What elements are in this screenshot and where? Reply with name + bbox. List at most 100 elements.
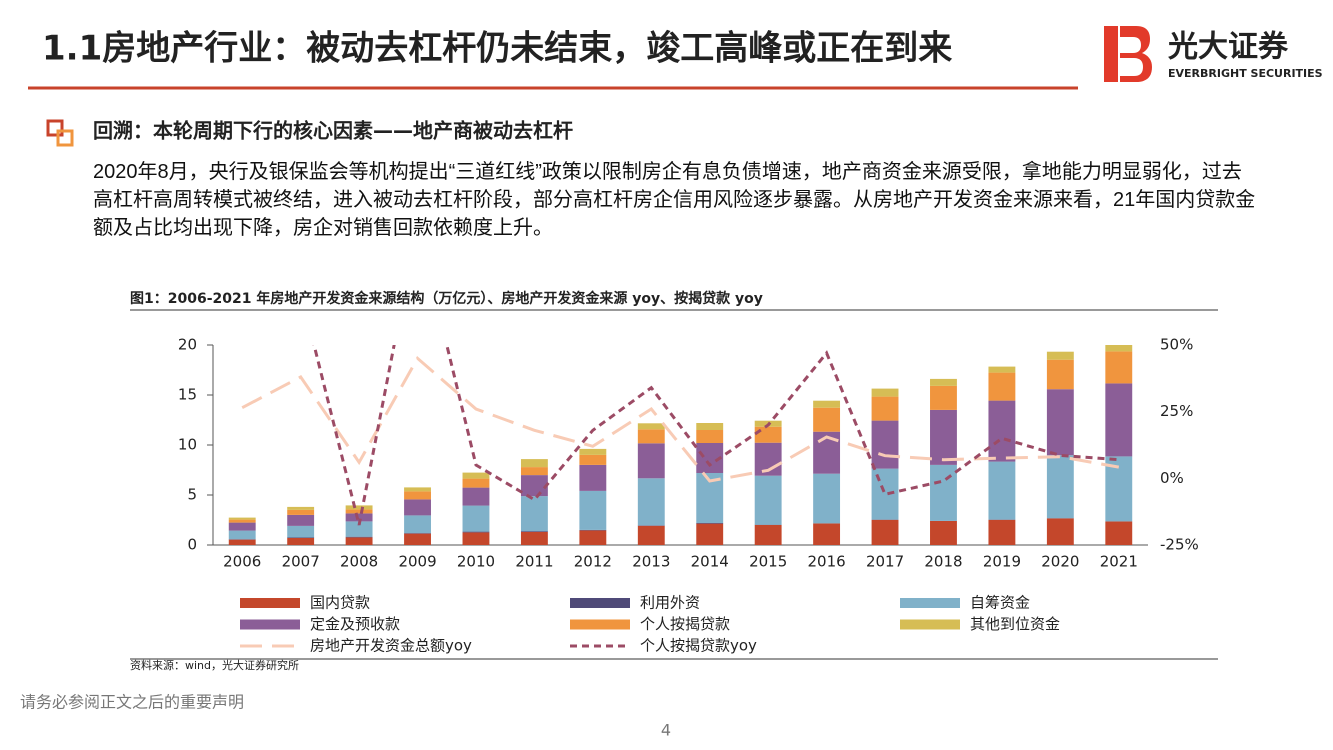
legend-label: 其他到位资金	[970, 615, 1060, 633]
page-number: 4	[661, 721, 671, 740]
slide-title: 1.1房地产行业：被动去杠杆仍未结束，竣工高峰或正在到来	[42, 29, 952, 69]
bar	[345, 505, 373, 510]
bar	[813, 407, 841, 432]
logo-subtitle: EVERBRIGHT SECURITIES	[1168, 67, 1323, 80]
y2-tick-label: 50%	[1160, 336, 1193, 354]
x-tick-label: 2020	[1041, 553, 1079, 571]
x-tick-label: 2007	[282, 553, 320, 571]
bar	[988, 400, 1016, 462]
legend-swatch	[900, 598, 960, 608]
bar	[579, 464, 607, 491]
bar	[813, 473, 841, 524]
bar	[1046, 359, 1074, 390]
bar	[520, 496, 548, 532]
bar	[287, 514, 315, 526]
bar	[1046, 351, 1074, 360]
bar	[520, 531, 548, 532]
x-tick-label: 2021	[1100, 553, 1138, 571]
bar	[1105, 456, 1133, 522]
bar	[520, 531, 548, 545]
bar	[345, 536, 373, 538]
bar	[228, 530, 256, 540]
bar	[462, 531, 490, 533]
legend-swatch	[240, 598, 300, 608]
legend-label: 个人按揭贷款	[640, 615, 730, 633]
bar	[404, 487, 431, 492]
y-tick-label: 0	[187, 536, 197, 554]
legend-swatch	[570, 619, 630, 630]
legend-label: 房地产开发资金总额yoy	[310, 637, 472, 655]
bullet-icon	[46, 119, 74, 147]
bar	[988, 366, 1016, 373]
bar	[754, 525, 782, 545]
bar	[345, 537, 373, 545]
y-tick-label: 10	[178, 436, 197, 454]
bar	[637, 429, 665, 444]
line-series	[241, 355, 1120, 483]
bar	[404, 533, 431, 545]
bar	[287, 525, 315, 538]
bar	[696, 430, 724, 443]
y2-tick-label: 0%	[1160, 469, 1184, 487]
bar	[988, 372, 1016, 401]
x-tick-label: 2010	[457, 553, 495, 571]
bar	[637, 443, 665, 479]
y2-tick-label: -25%	[1160, 536, 1199, 554]
bar	[637, 525, 665, 526]
bar	[1105, 521, 1133, 545]
bar	[345, 521, 373, 537]
bar	[930, 385, 957, 410]
legend-label: 国内贷款	[310, 594, 370, 612]
bar	[1046, 389, 1074, 456]
x-tick-label: 2011	[515, 553, 553, 571]
legend-label: 个人按揭贷款yoy	[640, 637, 757, 655]
bar	[345, 509, 373, 514]
bar	[579, 529, 607, 531]
bar	[930, 409, 957, 465]
x-tick-label: 2015	[749, 553, 787, 571]
logo-name: 光大证券	[1168, 30, 1289, 65]
x-tick-label: 2019	[983, 553, 1021, 571]
bar	[1046, 518, 1074, 545]
legend-swatch	[900, 619, 960, 630]
bar	[930, 521, 957, 545]
bar	[287, 538, 315, 545]
bar	[287, 506, 315, 510]
legend-swatch	[240, 619, 300, 630]
bar	[930, 464, 957, 521]
bar	[871, 468, 899, 520]
x-tick-label: 2009	[398, 553, 436, 571]
bar	[462, 487, 490, 506]
plot-area	[228, 345, 1133, 545]
y2-tick-label: 25%	[1160, 402, 1193, 420]
bar	[345, 513, 373, 522]
bar	[579, 490, 607, 530]
bar	[228, 539, 256, 545]
line-series	[312, 345, 1119, 526]
bar	[228, 519, 256, 523]
bar	[520, 475, 548, 497]
x-tick-label: 2012	[574, 553, 612, 571]
bar	[228, 522, 256, 531]
x-tick-label: 2018	[924, 553, 962, 571]
bar	[696, 523, 724, 524]
section-heading: 回溯：本轮周期下行的核心因素——地产商被动去杠杆	[93, 119, 573, 143]
bar	[404, 499, 431, 516]
x-tick-label: 2014	[691, 553, 729, 571]
bar	[404, 515, 431, 534]
bar	[287, 509, 315, 515]
footer-note: 请务必参阅正文之后的重要声明	[20, 693, 244, 712]
bar	[637, 478, 665, 526]
legend-label: 自筹资金	[970, 594, 1030, 612]
bar	[287, 537, 315, 538]
bar	[579, 454, 607, 465]
bar	[930, 378, 957, 386]
bar	[696, 523, 724, 545]
logo-icon	[1104, 26, 1152, 82]
y-tick-label: 15	[178, 386, 197, 404]
chart-title: 图1：2006-2021 年房地产开发资金来源结构（万亿元）、房地产开发资金来源…	[130, 290, 763, 307]
bar	[988, 461, 1016, 520]
legend-swatch	[570, 598, 630, 608]
x-tick-label: 2006	[223, 553, 261, 571]
